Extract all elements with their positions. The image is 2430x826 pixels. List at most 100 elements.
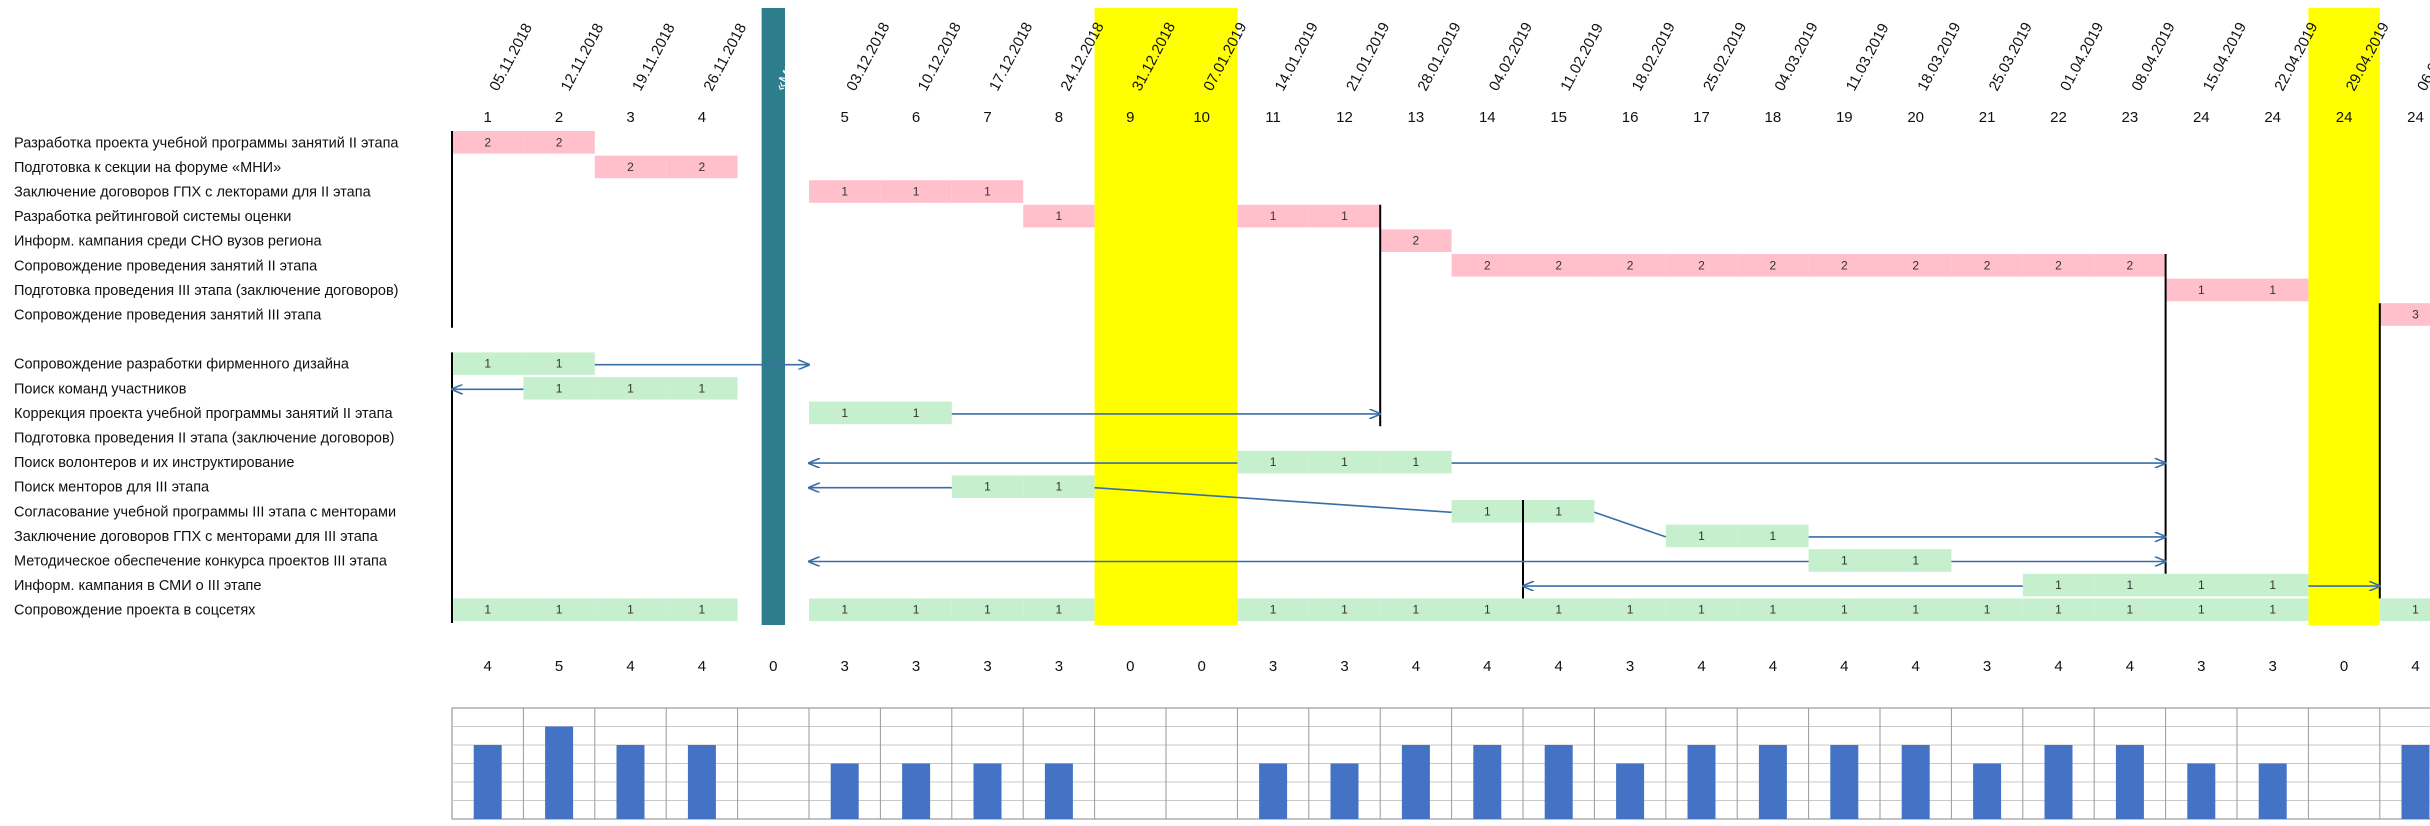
column-total-value: 3 [841, 658, 849, 675]
task-cell [523, 598, 595, 621]
workload-bar [616, 745, 645, 819]
task-cell [523, 131, 595, 154]
column-total-value: 4 [1840, 658, 1848, 675]
column-week-number: 18 [1765, 109, 1782, 126]
task-cell [2237, 278, 2309, 302]
task-cell [809, 598, 881, 621]
task-cell [951, 180, 1024, 203]
workload-bar [2401, 745, 2430, 819]
column-total-value: 3 [2197, 658, 2205, 675]
column-total-value: 3 [983, 658, 991, 675]
task-cell-value: 1 [1984, 603, 1991, 617]
task-cell-value: 2 [1555, 258, 1562, 272]
task-cell-value: 2 [1984, 258, 1991, 272]
task-cell [880, 180, 952, 203]
workload-bar [687, 745, 716, 819]
task-cell [2379, 598, 2430, 621]
column-date-label: 05.11.2018 [486, 21, 536, 94]
task-label: Информ. кампания в СМИ о III этапе [14, 578, 261, 594]
column-total-value: 4 [2126, 658, 2134, 675]
column-total-value: 4 [484, 658, 492, 675]
holiday-column [1094, 8, 1166, 625]
task-cell [523, 352, 595, 375]
task-label: Заключение договоров ГПХ с лекторами для… [14, 185, 372, 201]
column-total-value: 0 [2340, 658, 2348, 675]
task-cell-value: 1 [1413, 455, 1420, 469]
task-cell-value: 1 [2127, 578, 2134, 592]
task-cell [1880, 598, 1952, 621]
task-cell [2379, 303, 2430, 326]
task-label: Подготовка проведения III этапа (заключе… [14, 283, 399, 299]
task-cell-value: 1 [484, 603, 491, 617]
task-cell-value: 1 [1841, 603, 1848, 617]
workload-bar [473, 745, 502, 819]
column-week-number: 12 [1336, 109, 1353, 126]
task-cell-value: 2 [556, 135, 563, 149]
task-label: Подготовка проведения II этапа (заключен… [14, 431, 394, 447]
column-date-label: 25.02.2019 [1700, 20, 1750, 94]
column-total-value: 3 [1055, 658, 1063, 675]
task-label: Поиск волонтеров и их инструктирование [14, 455, 294, 471]
task-cell [1951, 254, 2023, 277]
task-cell-value: 1 [1270, 455, 1277, 469]
holiday-column [1166, 8, 1238, 625]
column-date-label: 04.02.2019 [1486, 20, 1536, 94]
task-cell-value: 2 [699, 160, 706, 174]
column-week-number: 24 [2336, 109, 2353, 126]
task-cell-value: 1 [1056, 480, 1063, 494]
task-cell-value: 3 [2412, 308, 2419, 322]
task-cell-value: 2 [1770, 258, 1777, 272]
task-cell-value: 1 [1484, 504, 1491, 518]
task-cell-value: 2 [1484, 258, 1491, 272]
task-cell [1880, 254, 1952, 277]
task-cell [1808, 254, 1880, 277]
task-cell-value: 1 [913, 406, 920, 420]
column-week-number: 22 [2050, 109, 2067, 126]
column-total-value: 3 [1626, 658, 1634, 675]
workload-bar [2115, 745, 2144, 819]
task-label: Поиск менторов для III этапа [14, 480, 210, 496]
workload-bar [1259, 763, 1288, 819]
task-cell [1023, 204, 1095, 228]
task-cell [452, 131, 524, 154]
task-cell [1308, 204, 1381, 228]
column-week-number: 1 [484, 109, 492, 126]
column-total-value: 4 [1697, 658, 1705, 675]
task-cell-value: 1 [1698, 529, 1705, 543]
column-week-number: 11 [1265, 109, 1281, 126]
task-cell [1380, 598, 1452, 621]
task-label: Сопровождение проекта в соцсетях [14, 603, 256, 619]
task-cell-value: 1 [1270, 603, 1277, 617]
task-cell-value: 2 [2127, 258, 2134, 272]
workload-bar [1901, 745, 1930, 819]
workload-bar [1401, 745, 1430, 819]
task-cell [880, 598, 952, 621]
task-cell-value: 1 [1056, 209, 1063, 223]
task-cell-value: 1 [1484, 603, 1491, 617]
column-week-number: 24 [2193, 109, 2210, 126]
column-total-value: 0 [1198, 658, 1206, 675]
column-date-label: 28.01.2019 [1414, 20, 1464, 94]
workload-bar [902, 763, 931, 819]
task-cell-value: 1 [1341, 455, 1348, 469]
task-cell-value: 1 [1555, 504, 1562, 518]
task-cell [1451, 254, 1523, 277]
task-cell-value: 1 [1555, 603, 1562, 617]
task-cell [1237, 598, 1309, 621]
column-week-number: 17 [1693, 109, 1710, 126]
holiday-column [2308, 8, 2380, 625]
workload-bar [545, 726, 574, 819]
task-cell [1665, 524, 1738, 548]
column-date-label: 06.05.2019 [2414, 20, 2430, 94]
column-week-number: 5 [841, 109, 849, 126]
workload-bar [1687, 745, 1716, 819]
column-week-number: 4 [698, 109, 706, 126]
task-cell-value: 1 [1770, 603, 1777, 617]
column-total-value: 3 [1340, 658, 1348, 675]
task-cell-value: 1 [1627, 603, 1634, 617]
column-total-value: 4 [626, 658, 634, 675]
column-week-number: 8 [1055, 109, 1063, 126]
task-label: Разработка проекта учебной программы зан… [14, 135, 399, 151]
task-cell [1594, 254, 1666, 277]
task-cell [452, 352, 524, 375]
